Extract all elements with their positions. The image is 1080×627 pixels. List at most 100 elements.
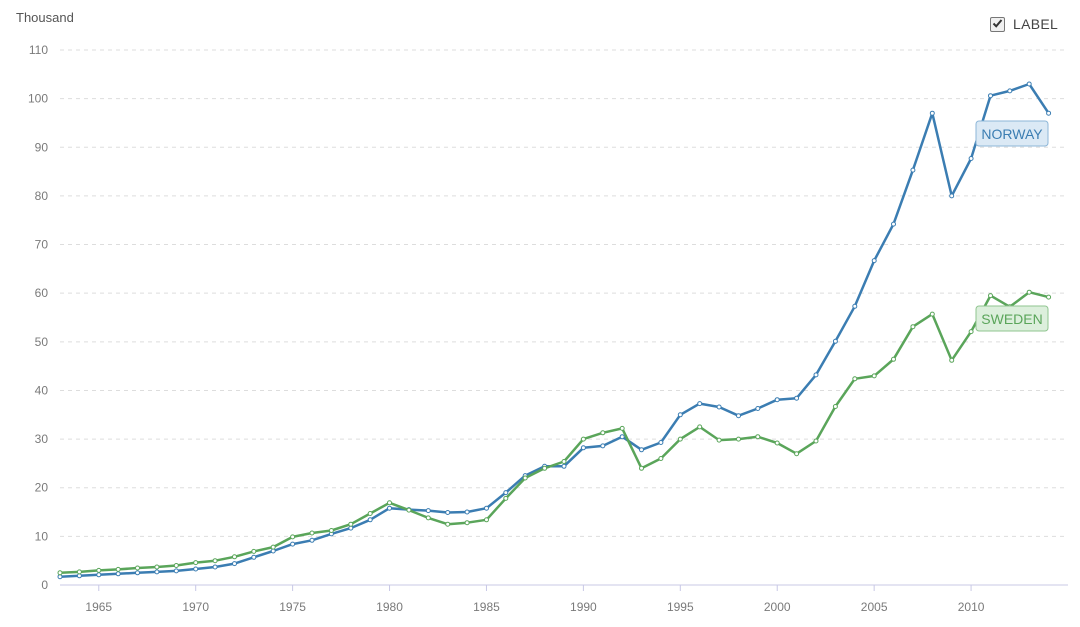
data-point-norway xyxy=(290,541,296,547)
data-point-sweden xyxy=(309,530,315,536)
axes: 0 10 20 30 40 50 60 70 80 90 100 110 1965 1970 1975 198… xyxy=(28,43,1068,614)
data-point-sweden xyxy=(290,534,296,540)
data-point-norway xyxy=(232,561,237,567)
data-point-norway xyxy=(96,572,102,578)
data-point-sweden xyxy=(193,560,199,566)
checkmark-icon xyxy=(992,18,1003,28)
y-tick-label: 80 xyxy=(35,189,49,203)
data-point-sweden xyxy=(639,465,644,471)
data-point-norway xyxy=(251,554,257,560)
x-tick-label: 1995 xyxy=(667,600,694,614)
data-point-sweden xyxy=(1026,289,1032,295)
grid-lines xyxy=(60,49,1068,537)
data-point-norway xyxy=(1007,88,1013,94)
data-point-sweden xyxy=(406,507,412,513)
data-point-norway xyxy=(794,395,800,401)
data-point-sweden xyxy=(135,565,140,571)
data-point-norway xyxy=(309,537,315,543)
data-point-norway xyxy=(619,434,625,440)
data-point-norway xyxy=(929,110,935,116)
data-point-sweden xyxy=(232,554,237,560)
x-tick-label: 1970 xyxy=(182,600,209,614)
data-point-norway xyxy=(580,445,586,451)
data-point-norway xyxy=(561,463,567,469)
data-point-sweden xyxy=(212,558,218,564)
data-point-norway xyxy=(115,571,121,577)
x-tick-label: 1980 xyxy=(376,600,403,614)
y-tick-label: 20 xyxy=(35,481,49,495)
data-point-norway xyxy=(871,258,877,264)
data-point-sweden xyxy=(328,528,334,533)
label-toggle-text: LABEL xyxy=(1013,16,1059,32)
y-tick-label: 70 xyxy=(35,238,49,252)
series-tag-norway: NORWAY xyxy=(975,120,1049,147)
data-point-norway xyxy=(852,303,858,309)
x-tick-label: 1965 xyxy=(85,600,112,614)
data-point-norway xyxy=(968,156,974,161)
label-toggle[interactable]: LABEL xyxy=(990,16,1058,32)
series-tag-label: NORWAY xyxy=(981,126,1043,142)
data-point-sweden xyxy=(600,430,606,436)
series-tag-box xyxy=(975,120,1049,147)
data-point-norway xyxy=(658,440,664,445)
series-layer xyxy=(57,81,1052,580)
data-point-norway xyxy=(832,338,838,344)
data-point-sweden xyxy=(871,373,877,379)
data-point-sweden xyxy=(561,459,567,464)
data-point-norway xyxy=(736,413,741,419)
data-point-norway xyxy=(464,509,470,515)
y-tick-label: 100 xyxy=(28,92,48,106)
data-point-sweden xyxy=(794,451,800,457)
data-point-norway xyxy=(600,443,606,449)
data-point-sweden xyxy=(968,329,974,335)
data-point-sweden xyxy=(425,515,431,521)
data-point-norway xyxy=(173,568,179,574)
data-point-norway xyxy=(445,510,451,515)
data-point-sweden xyxy=(755,434,761,440)
y-tick-label: 40 xyxy=(35,383,49,397)
data-point-norway xyxy=(212,564,218,570)
data-point-sweden xyxy=(348,521,354,527)
data-point-sweden xyxy=(251,548,257,554)
y-tick-label: 30 xyxy=(35,432,49,446)
data-point-norway xyxy=(716,404,722,410)
data-point-norway xyxy=(774,397,780,403)
data-point-sweden xyxy=(57,570,63,576)
x-tick-label: 1975 xyxy=(279,600,306,614)
y-tick-label: 0 xyxy=(41,578,48,592)
data-point-norway xyxy=(697,401,703,407)
data-point-norway xyxy=(891,221,896,227)
y-tick-label: 50 xyxy=(35,335,49,349)
data-point-norway xyxy=(484,505,489,511)
data-point-sweden xyxy=(716,437,722,443)
data-point-norway xyxy=(988,93,993,99)
series-tag-box xyxy=(975,305,1049,332)
data-point-sweden xyxy=(774,440,780,446)
data-point-sweden xyxy=(813,438,819,444)
data-point-norway xyxy=(193,566,199,572)
data-point-norway xyxy=(154,569,160,575)
data-point-sweden xyxy=(76,569,82,575)
data-point-norway xyxy=(503,490,509,496)
data-point-sweden xyxy=(464,520,470,526)
data-point-norway xyxy=(367,517,373,523)
x-tick-label: 1990 xyxy=(570,600,597,614)
y-tick-label: 90 xyxy=(35,140,49,154)
data-point-norway xyxy=(910,167,916,173)
data-point-norway xyxy=(387,505,392,511)
data-point-sweden xyxy=(445,521,451,527)
x-tick-label: 2010 xyxy=(958,600,985,614)
data-point-sweden xyxy=(891,356,896,362)
data-point-sweden xyxy=(154,564,160,570)
data-point-sweden xyxy=(387,500,392,506)
data-point-sweden xyxy=(173,563,179,568)
data-point-sweden xyxy=(503,495,509,501)
data-point-sweden xyxy=(96,567,102,573)
data-point-norway xyxy=(755,406,761,411)
data-point-norway xyxy=(135,570,140,576)
x-tick-label: 2000 xyxy=(764,600,791,614)
label-checkbox[interactable] xyxy=(990,16,1005,32)
y-tick-label: 10 xyxy=(35,529,49,543)
data-point-norway xyxy=(813,372,819,378)
data-point-sweden xyxy=(270,544,276,550)
